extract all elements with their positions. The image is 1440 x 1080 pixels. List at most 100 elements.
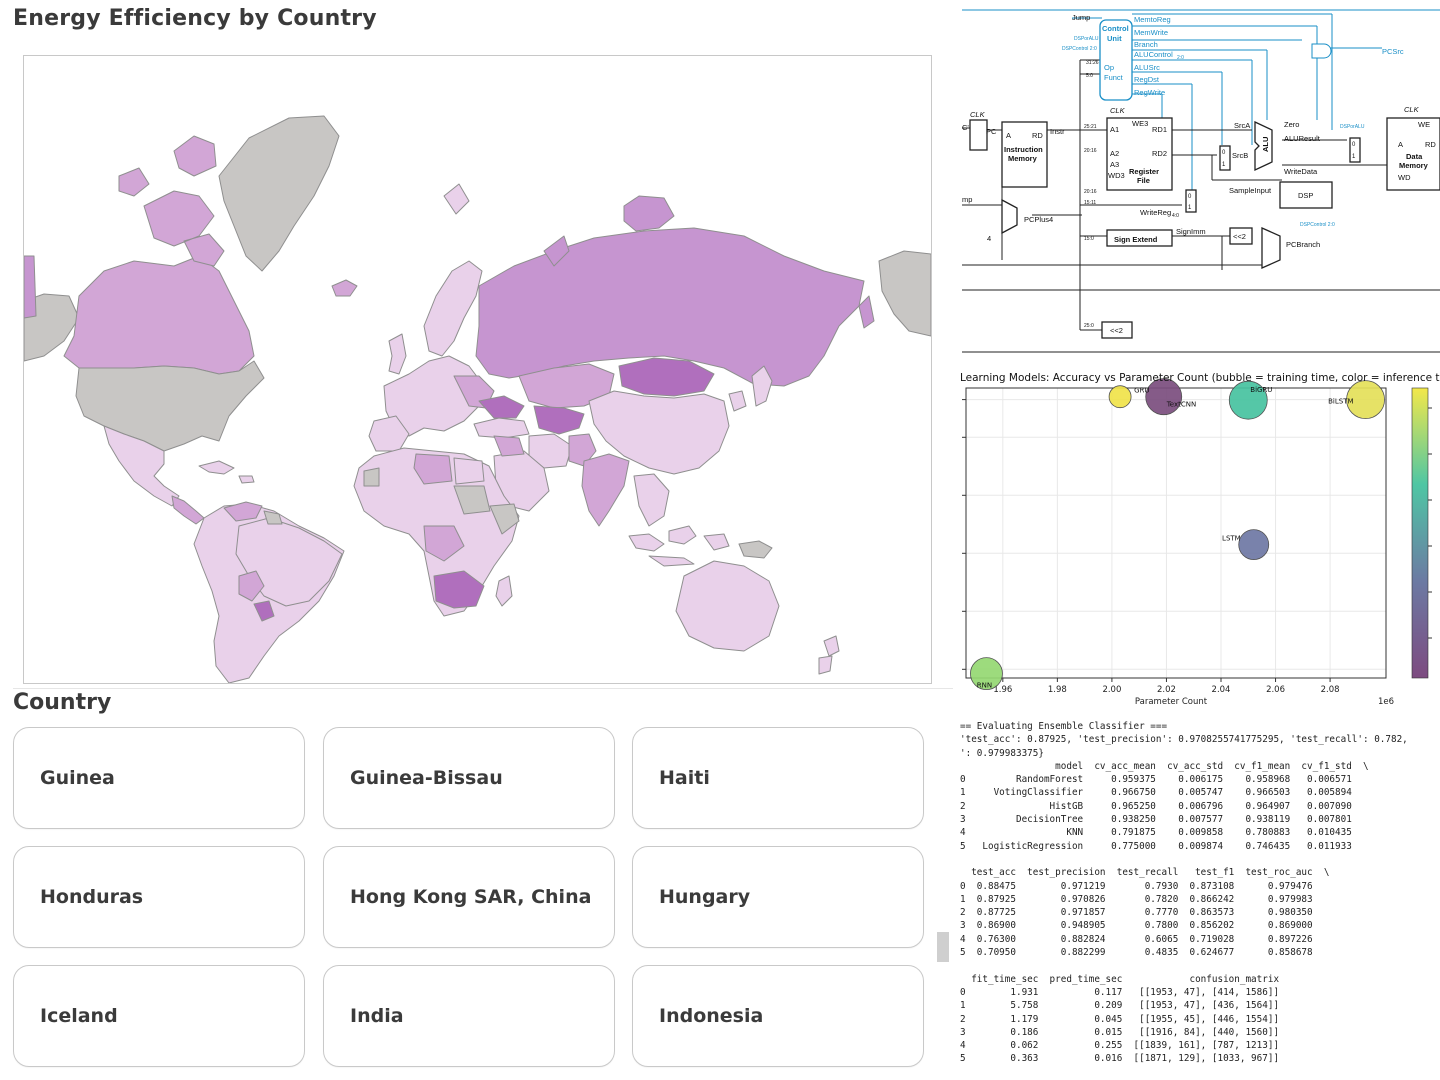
country-tile-india[interactable]: India (323, 965, 615, 1067)
label-pc: PC (986, 127, 997, 136)
china-region[interactable] (588, 390, 730, 475)
country-tile-guinea-bissau[interactable]: Guinea-Bissau (323, 727, 615, 829)
novaya-zemlya[interactable] (543, 195, 675, 267)
slicer-scrollbar-thumb[interactable] (937, 932, 949, 962)
new-zealand-region[interactable] (818, 635, 840, 675)
label-zero: Zero (1284, 120, 1299, 129)
country-tile-hong-kong[interactable]: Hong Kong SAR, China (323, 846, 615, 948)
iraq-syria-region[interactable] (493, 435, 525, 457)
console-line: 1 0.87925 0.970826 0.7820 0.866242 0.979… (960, 893, 1313, 905)
label-branch: Branch (1134, 40, 1158, 49)
label-clk-dmem: CLK (1404, 105, 1420, 114)
mongolia-region[interactable] (618, 357, 715, 397)
console-line: 3 DecisionTree 0.938250 0.007577 0.93811… (960, 814, 1352, 826)
section-divider (13, 688, 953, 689)
sakhalin-kamchatka-region[interactable] (858, 295, 875, 329)
label-dspalu-left: DSPorALU (1074, 36, 1099, 42)
label-pcplus4: PCPlus4 (1024, 215, 1053, 224)
world-choropleth-map[interactable] (23, 55, 932, 684)
svalbard[interactable] (443, 183, 470, 215)
label-control: Control (1102, 24, 1129, 33)
country-tile-honduras[interactable]: Honduras (13, 846, 305, 948)
chukotka-region[interactable] (878, 250, 931, 337)
southern-africa-region[interactable] (433, 570, 485, 609)
mexico-region[interactable] (103, 425, 180, 507)
central-africa-region[interactable] (423, 525, 465, 562)
pc-register (969, 119, 988, 151)
bolivia-region[interactable] (238, 570, 265, 602)
result-mux (1349, 137, 1361, 163)
canada-region[interactable] (63, 255, 255, 375)
pakistan-afghanistan-region[interactable] (568, 433, 597, 467)
country-tile-guinea[interactable]: Guinea (13, 727, 305, 829)
label-instruction: Instruction (1004, 145, 1043, 154)
egypt-region[interactable] (453, 457, 485, 485)
x-tick-label: 2.00 (1102, 685, 1121, 695)
libya-region[interactable] (413, 453, 453, 485)
console-line: 2 0.87725 0.971857 0.7770 0.863573 0.980… (960, 907, 1313, 919)
western-sahara-region[interactable] (363, 467, 380, 487)
label-memtoreg: MemtoReg (1134, 15, 1171, 24)
canada-arctic-islands[interactable] (118, 135, 225, 267)
label-funct: Funct (1104, 73, 1124, 82)
alaska-region[interactable] (24, 293, 80, 362)
label-signimm: SignImm (1176, 227, 1206, 236)
india-region[interactable] (581, 453, 630, 527)
console-line: 1 5.758 0.209 [[1953, 47], [436, 1564]] (960, 1000, 1280, 1012)
venezuela-region[interactable] (223, 501, 263, 522)
country-tile-haiti[interactable]: Haiti (632, 727, 924, 829)
iceland-region[interactable] (331, 279, 358, 297)
uk-region[interactable] (388, 333, 407, 375)
guianas-region[interactable] (263, 510, 283, 525)
data-memory-block (1386, 117, 1440, 191)
label-a3: A3 (1110, 160, 1119, 169)
country-tile-iceland[interactable]: Iceland (13, 965, 305, 1067)
label-bits-25-0: 25:0 (1084, 323, 1094, 329)
label-jump: Jump (1072, 13, 1090, 22)
far-east-left-edge[interactable] (24, 255, 37, 319)
paraguay-region[interactable] (253, 600, 275, 622)
label-dspalu-right: DSPorALU (1340, 124, 1365, 130)
label-result-mux-1: 1 (1352, 154, 1356, 160)
label-aluresult: ALUResult (1284, 134, 1321, 143)
greenland-region[interactable] (218, 115, 340, 272)
label-wd: WD (1398, 173, 1411, 182)
label-srca: SrcA (1234, 121, 1250, 130)
register-file-block (1106, 117, 1173, 191)
label-sign-extend: Sign Extend (1114, 235, 1158, 244)
central-america-region[interactable] (171, 495, 205, 525)
console-line: 3 0.186 0.015 [[1916, 84], [440, 1560]] (960, 1026, 1280, 1038)
turkey-region[interactable] (473, 417, 530, 439)
australia-region[interactable] (675, 560, 780, 652)
datapath-diagram: Jump Control Unit MemtoReg MemWrite Bran… (962, 0, 1440, 355)
scandinavia-region[interactable] (423, 260, 483, 357)
x-tick-label: 1.96 (993, 685, 1012, 695)
console-line: == Evaluating Ensemble Classifier === (960, 721, 1168, 732)
label-srcb-mux-1: 1 (1222, 162, 1226, 168)
label-bits-15-0: 15:0 (1084, 236, 1094, 242)
map-title: Energy Efficiency by Country (13, 6, 377, 31)
korea-japan-region[interactable] (728, 365, 773, 412)
caribbean-region[interactable] (198, 460, 255, 484)
indonesia-region[interactable] (628, 525, 730, 567)
x-tick-label: 1.98 (1048, 685, 1067, 695)
country-tile-hungary[interactable]: Hungary (632, 846, 924, 948)
bubble-bilstm (1346, 380, 1385, 420)
southeast-asia-region[interactable] (633, 473, 670, 527)
label-dmem-memory: Memory (1399, 161, 1429, 170)
label-srcb: SrcB (1232, 151, 1248, 160)
label-dmem-rd: RD (1425, 140, 1436, 149)
central-asia-region[interactable] (533, 405, 585, 435)
label-bits-15-11: 15:11 (1084, 200, 1096, 206)
usa-region[interactable] (75, 360, 265, 452)
console-line: 4 0.062 0.255 [[1839, 161], [787, 1213]] (960, 1040, 1280, 1052)
madagascar-region[interactable] (495, 575, 513, 607)
console-line: 0 0.88475 0.971219 0.7930 0.873108 0.979… (960, 880, 1313, 892)
label-imem-memory: Memory (1008, 154, 1038, 163)
ukraine-region[interactable] (478, 395, 525, 419)
papua-region[interactable] (738, 540, 773, 559)
horn-africa-region[interactable] (489, 503, 520, 535)
label-pc-prime: C' (962, 123, 969, 132)
country-tile-indonesia[interactable]: Indonesia (632, 965, 924, 1067)
sudan-region[interactable] (453, 485, 491, 515)
